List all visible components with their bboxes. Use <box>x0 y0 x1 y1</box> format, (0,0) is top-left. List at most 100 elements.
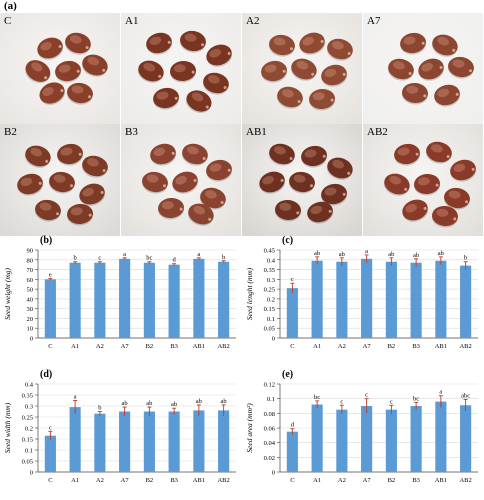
bar-a2 <box>94 413 106 472</box>
bar-ab2 <box>460 405 472 472</box>
significance-letter: c <box>340 398 343 405</box>
bar-b3 <box>410 406 422 472</box>
x-tick-label: AB1 <box>193 343 205 350</box>
y-tick-label: 10 <box>27 326 34 333</box>
y-tick-label: 0.04 <box>264 440 276 447</box>
significance-letter: ab <box>413 252 419 259</box>
y-tick-label: 90 <box>27 248 34 255</box>
significance-letter: ab <box>221 398 227 405</box>
y-tick-label: 0 <box>30 470 33 477</box>
y-tick-label: 80 <box>27 257 34 264</box>
bar-a7 <box>119 411 131 472</box>
bar-c <box>286 431 298 472</box>
x-tick-label: A2 <box>338 477 346 484</box>
bar-ab1 <box>193 258 205 338</box>
significance-letter: c <box>390 398 393 405</box>
significance-letter: a <box>197 251 200 258</box>
y-tick-label: 70 <box>27 267 34 274</box>
y-tick-label: 0.4 <box>267 257 276 264</box>
y-axis-label: Seed area (mm²) <box>245 403 254 453</box>
significance-letter: b <box>74 255 77 262</box>
y-tick-label: 0.4 <box>25 382 34 389</box>
bar-c <box>44 435 56 472</box>
bar-b3 <box>410 262 422 338</box>
y-tick-label: 0.1 <box>267 316 275 323</box>
y-axis-label: Seed width (mm) <box>3 402 12 453</box>
significance-letter: ab <box>314 250 320 257</box>
x-tick-label: A1 <box>313 477 321 484</box>
seed-photo-ab2: AB2 <box>363 124 483 236</box>
significance-letter: ab <box>122 400 128 407</box>
y-tick-label: 0.12 <box>264 382 275 389</box>
bar-b2 <box>143 262 155 338</box>
bar-a2 <box>336 261 348 338</box>
bar-ab2 <box>218 261 230 338</box>
bar-ab1 <box>435 401 447 472</box>
significance-letter: d <box>291 422 295 429</box>
x-tick-label: B2 <box>146 343 154 350</box>
bar-b2 <box>385 409 397 472</box>
y-tick-label: 0.15 <box>22 437 33 444</box>
x-tick-label: AB2 <box>459 477 471 484</box>
seed-photo-c: C <box>0 13 120 125</box>
x-tick-label: A1 <box>313 343 321 350</box>
x-tick-label: C <box>290 343 294 350</box>
significance-letter: bc <box>314 394 320 401</box>
x-tick-label: AB1 <box>193 477 205 484</box>
x-tick-label: AB1 <box>435 477 447 484</box>
significance-letter: c <box>98 255 101 262</box>
bar-c <box>286 288 298 338</box>
significance-letter: b <box>98 405 101 412</box>
chart-panel-label: (d) <box>40 369 52 380</box>
x-tick-label: C <box>48 477 52 484</box>
significance-letter: ab <box>196 398 202 405</box>
seed-photo-label: AB1 <box>246 126 267 138</box>
bar-c <box>44 279 56 338</box>
y-tick-label: 0.25 <box>22 415 33 422</box>
significance-letter: abc <box>461 392 470 399</box>
y-tick-label: 0.02 <box>264 455 275 462</box>
x-tick-label: B3 <box>412 477 420 484</box>
significance-letter: ab <box>171 401 177 408</box>
bar-ab1 <box>193 410 205 472</box>
y-tick-label: 50 <box>27 287 34 294</box>
x-tick-label: A7 <box>363 343 372 350</box>
x-tick-label: A2 <box>96 343 104 350</box>
chart-panel-label: (e) <box>282 369 293 380</box>
y-tick-label: 0.35 <box>264 267 275 274</box>
seed-weight-chart: (b) 0 10 20 30 40 50 60 70 80 90 Seed weight (mg) e C… <box>0 232 242 366</box>
x-tick-label: B2 <box>146 477 154 484</box>
y-tick-label: 0.05 <box>264 326 275 333</box>
y-tick-label: 0.15 <box>264 306 275 313</box>
y-tick-label: 40 <box>27 296 34 303</box>
y-tick-label: 0.45 <box>264 248 275 255</box>
seed-photo-ab1: AB1 <box>242 124 362 236</box>
chart-panel-label: (b) <box>40 235 52 246</box>
seed-photo-label: A7 <box>367 15 381 27</box>
y-axis-label: Seed lenght (mm) <box>245 267 254 320</box>
significance-letter: ab <box>438 250 444 257</box>
significance-letter: a <box>439 389 442 396</box>
y-tick-label: 0 <box>30 336 33 343</box>
x-tick-label: A7 <box>363 477 372 484</box>
significance-letter: bc <box>413 395 419 402</box>
chart-panel-label: (c) <box>282 235 293 246</box>
y-tick-label: 0.08 <box>264 411 275 418</box>
significance-letter: bc <box>146 255 152 262</box>
y-tick-label: 0.25 <box>264 287 275 294</box>
x-tick-label: A7 <box>121 343 130 350</box>
x-tick-label: B2 <box>388 477 396 484</box>
seed-photo-label: A2 <box>246 15 260 27</box>
y-tick-label: 0 <box>272 470 275 477</box>
x-tick-label: C <box>48 343 52 350</box>
significance-letter: c <box>291 276 294 283</box>
x-tick-label: B3 <box>170 343 178 350</box>
y-axis-label: Seed weight (mg) <box>3 267 12 320</box>
x-tick-label: AB2 <box>217 343 229 350</box>
bar-b3 <box>168 264 180 338</box>
bar-a1 <box>69 407 81 472</box>
bar-b2 <box>143 411 155 472</box>
bar-ab2 <box>460 265 472 338</box>
significance-letter: c <box>365 392 368 399</box>
figure-panel-label-a: (a) <box>4 0 17 12</box>
